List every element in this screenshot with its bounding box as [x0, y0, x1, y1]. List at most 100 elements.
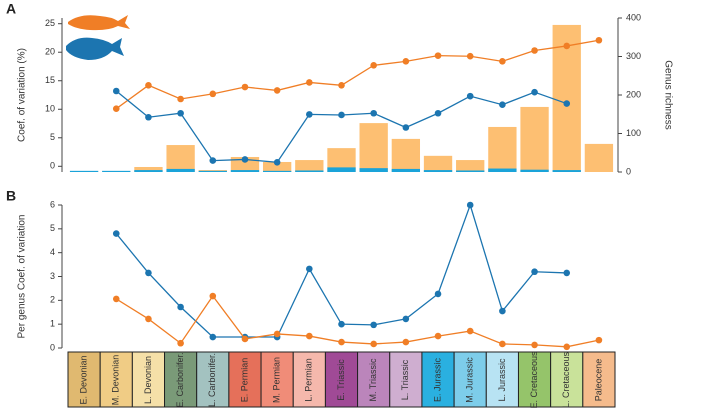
point	[338, 111, 345, 119]
point	[370, 321, 377, 329]
period-box	[550, 351, 584, 408]
bar	[69, 170, 99, 172]
bar	[456, 160, 485, 172]
bar	[230, 170, 260, 172]
point	[273, 330, 281, 338]
point	[209, 157, 217, 164]
bar	[488, 126, 517, 172]
point	[370, 340, 377, 348]
point	[531, 268, 538, 276]
bar	[423, 170, 453, 172]
y-tick-label: 2	[50, 295, 55, 305]
point	[595, 36, 603, 44]
fish-icons	[66, 15, 130, 60]
period-label: E. Devonian	[78, 355, 88, 404]
point	[531, 47, 538, 54]
period-box	[421, 351, 455, 408]
panel-label: A	[6, 1, 16, 17]
bar	[230, 156, 260, 172]
period-label: L. Triassic	[400, 359, 410, 400]
point	[499, 307, 506, 315]
period-box	[292, 351, 326, 408]
point	[434, 52, 442, 59]
y-axis-title: Coef. of variation (%)	[17, 48, 28, 142]
point	[563, 269, 571, 277]
point	[306, 111, 313, 118]
period-label: E. Jurassic	[432, 357, 442, 402]
y-tick-label: 3	[50, 271, 55, 281]
point	[531, 88, 538, 96]
bar	[552, 170, 581, 172]
period-label: E. Triassic	[336, 359, 346, 401]
period-box	[389, 351, 423, 408]
point	[145, 269, 152, 277]
bar	[134, 166, 163, 172]
point	[145, 113, 152, 121]
point	[112, 230, 120, 237]
period-label: L. Permian	[304, 358, 314, 402]
point	[177, 109, 184, 117]
point	[112, 87, 120, 95]
point	[466, 201, 474, 209]
bar	[102, 170, 131, 172]
y-tick-label: 0	[50, 161, 55, 171]
y-tick-label: 5	[50, 223, 55, 233]
period-label: M. Triassic	[368, 358, 378, 402]
bar	[166, 145, 195, 172]
point	[402, 338, 410, 346]
point	[499, 101, 506, 108]
bar	[391, 168, 421, 172]
bar	[520, 169, 549, 172]
point	[434, 332, 442, 340]
bar	[295, 160, 324, 172]
bar	[391, 138, 421, 172]
y-tick-label: 0	[50, 342, 55, 352]
period-box	[582, 351, 616, 408]
period-box	[324, 351, 359, 408]
point	[370, 109, 377, 117]
bar	[327, 148, 356, 172]
point	[338, 82, 345, 89]
fish-icon-orange	[68, 15, 130, 31]
period-box	[517, 351, 552, 408]
y2-tick-label: 300	[626, 51, 641, 61]
point	[112, 105, 120, 112]
point	[145, 82, 152, 89]
period-box	[131, 351, 166, 408]
point	[338, 320, 345, 328]
y2-axis-title: Genus richness	[662, 60, 673, 129]
point	[402, 315, 410, 323]
point	[209, 292, 217, 300]
point	[434, 109, 442, 117]
y-tick-label: 4	[50, 247, 55, 257]
point	[466, 52, 474, 60]
bar	[456, 170, 485, 172]
period-label: E. Cretaceous	[529, 351, 539, 409]
y2-tick-label: 200	[626, 89, 641, 99]
point	[112, 295, 120, 303]
bar	[134, 170, 163, 172]
bar	[295, 170, 324, 172]
period-label: E. Carbonifer.	[175, 352, 185, 407]
bar	[423, 155, 453, 172]
period-box	[260, 351, 294, 408]
point	[563, 42, 571, 50]
point	[402, 58, 410, 65]
point	[402, 124, 410, 131]
point	[370, 62, 377, 69]
period-label: L. Devonian	[143, 356, 153, 404]
bar	[359, 168, 388, 172]
bar	[166, 168, 195, 172]
period-label: M. Devonian	[111, 355, 121, 406]
period-box	[228, 351, 262, 408]
point	[241, 335, 249, 343]
period-box	[357, 351, 391, 408]
bar	[198, 170, 227, 172]
point	[563, 343, 571, 351]
point	[531, 341, 538, 349]
bar	[327, 167, 356, 172]
point	[306, 332, 313, 340]
point	[499, 58, 506, 65]
line	[115, 294, 600, 348]
